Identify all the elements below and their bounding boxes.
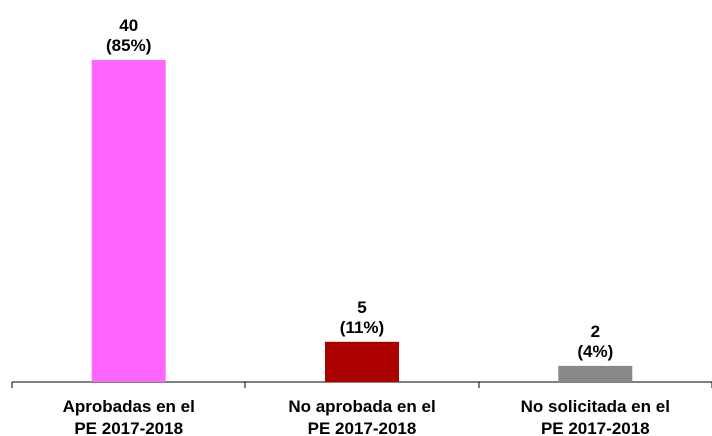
category-label-3-line-2: PE 2017-2018	[541, 419, 650, 436]
category-label-2-line-1: No aprobada en el	[288, 397, 435, 416]
data-label-value-1: 40	[119, 16, 138, 35]
bar-1	[91, 60, 166, 382]
data-label-value-3: 2	[591, 322, 600, 341]
category-label-1-line-1: Aprobadas en el	[63, 397, 195, 416]
category-label-1-line-2: PE 2017-2018	[74, 419, 183, 436]
data-label-percent-2: (11%)	[340, 318, 384, 337]
data-label-percent-3: (4%)	[577, 342, 613, 361]
bar-3	[558, 365, 633, 382]
data-label-percent-1: (85%)	[106, 36, 151, 55]
category-label-2-line-2: PE 2017-2018	[308, 419, 417, 436]
category-label-3-line-1: No solicitada en el	[521, 397, 670, 416]
bar-2	[325, 341, 399, 383]
data-label-value-2: 5	[357, 298, 366, 317]
